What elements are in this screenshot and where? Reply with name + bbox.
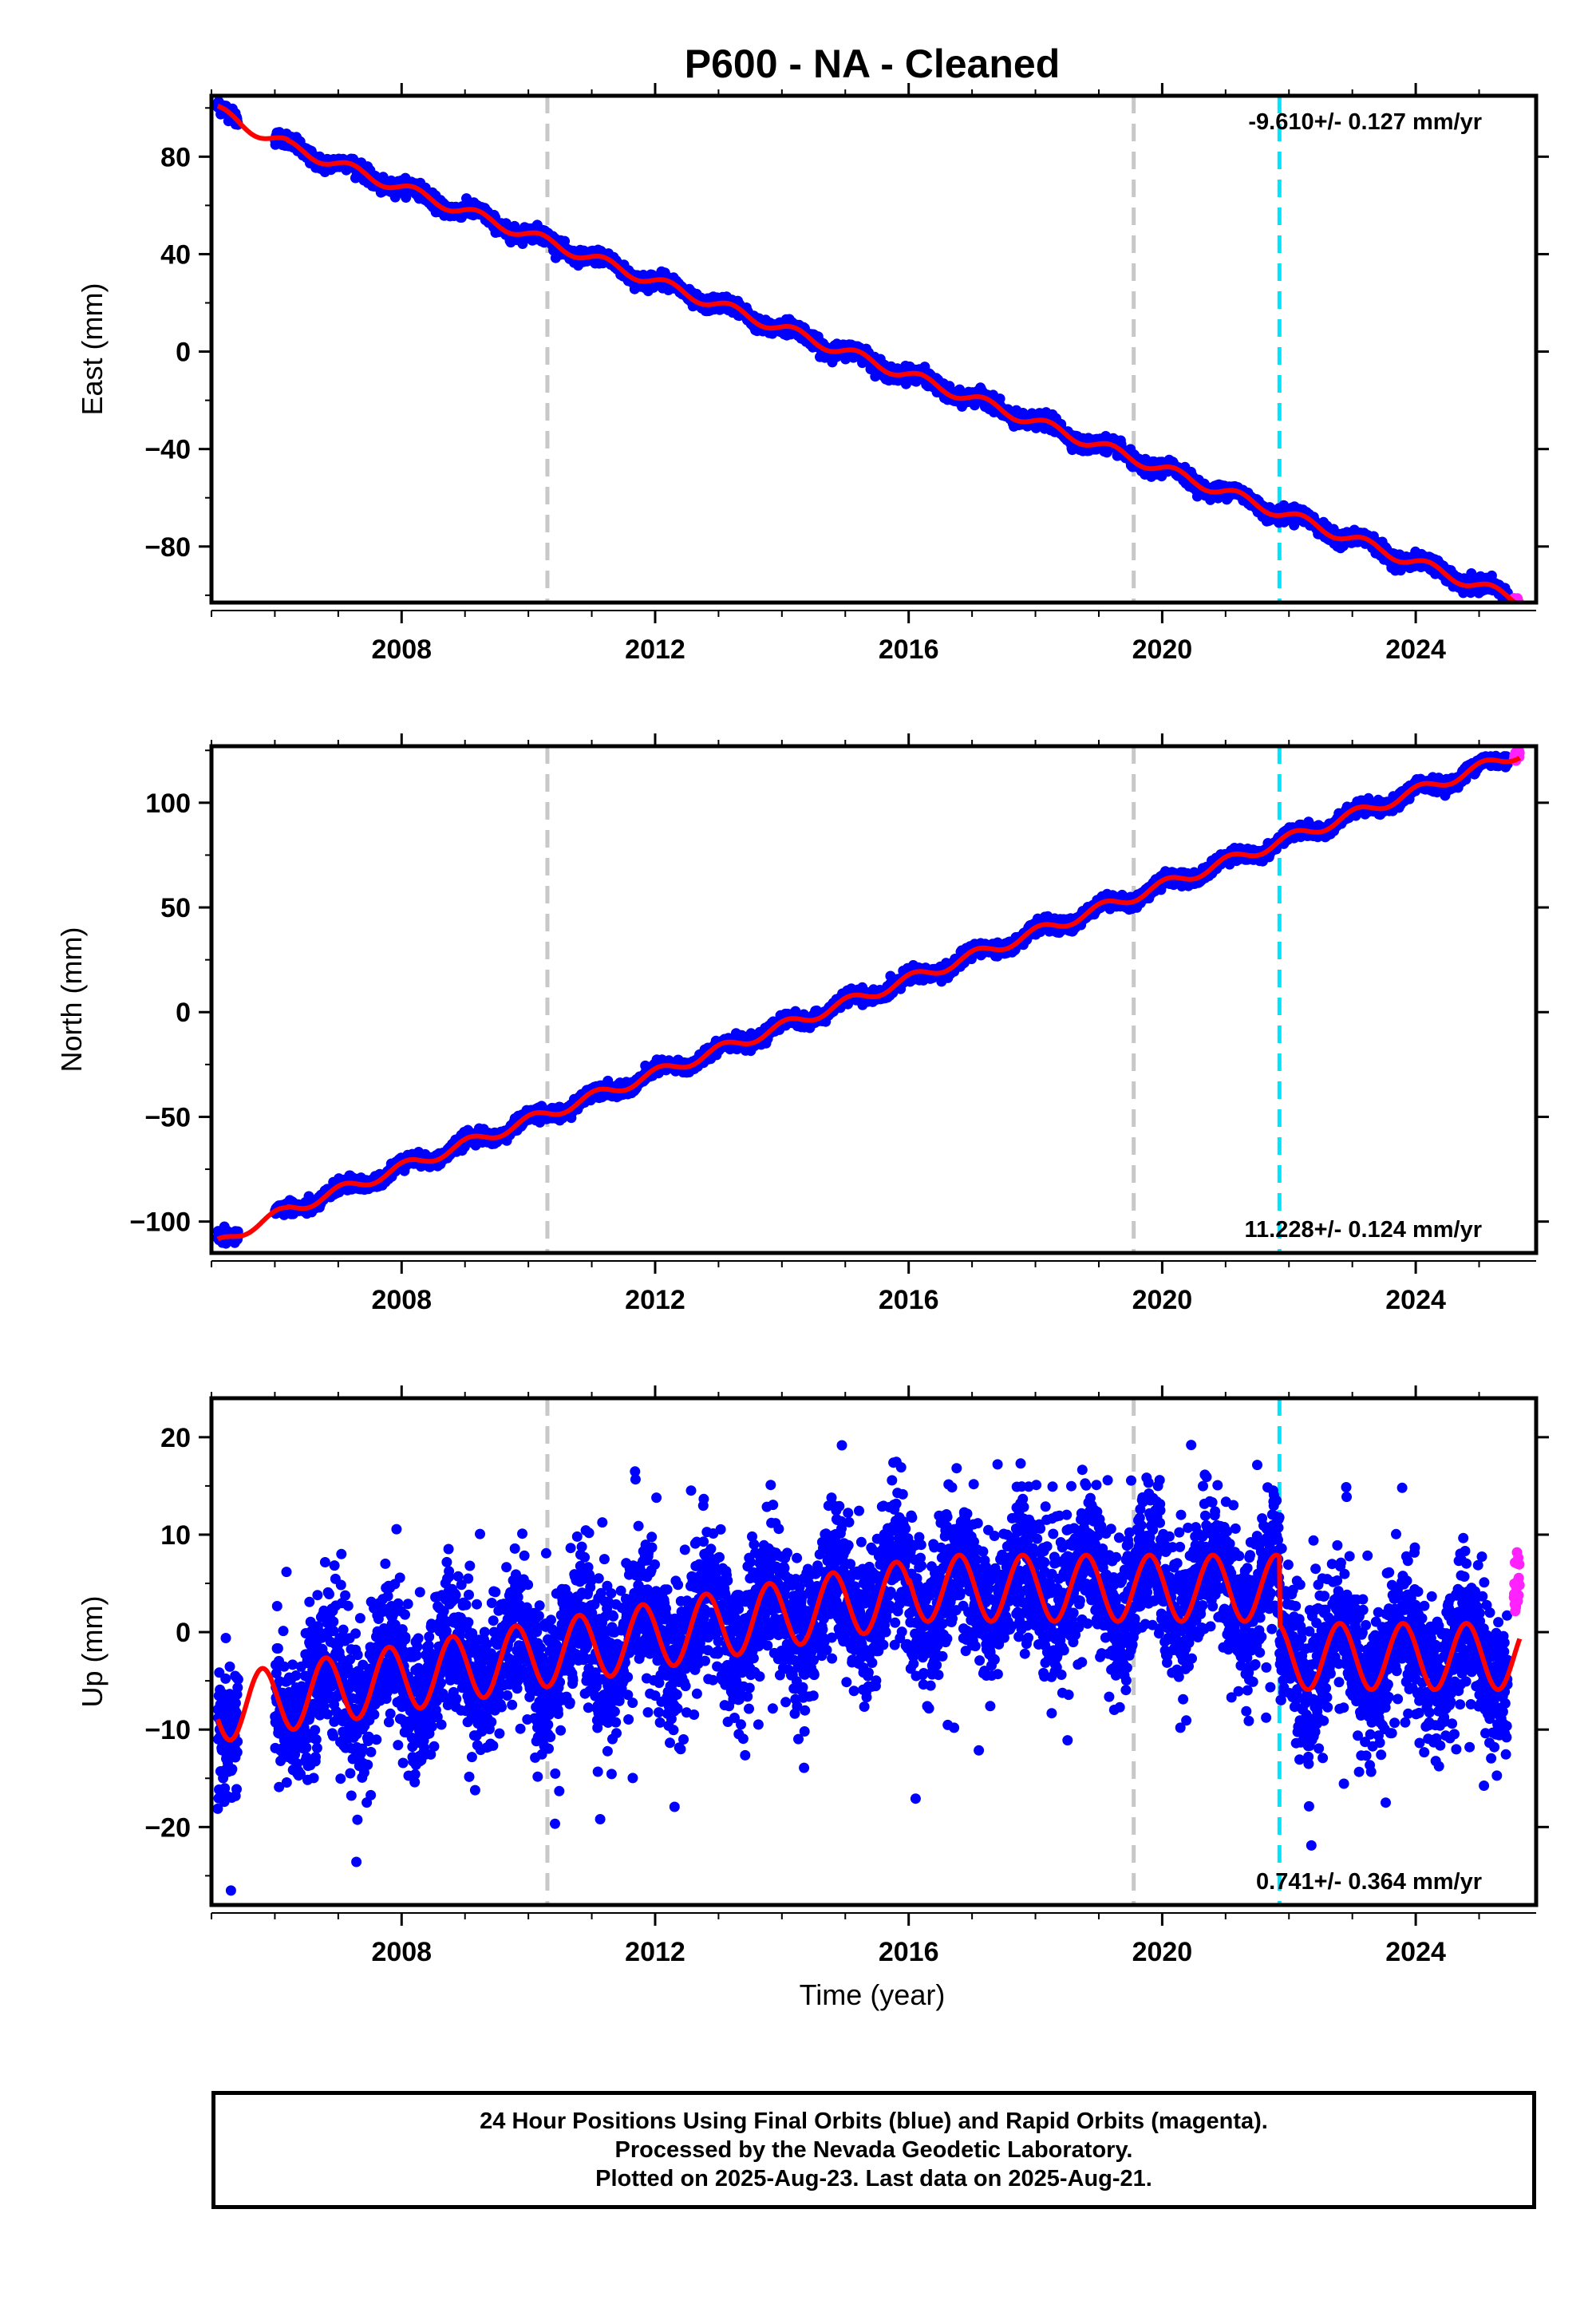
east-rapid-point (1513, 607, 1523, 617)
east-y-tick-label: 80 (160, 142, 191, 172)
chart-title: P600 - NA - Cleaned (685, 41, 1061, 86)
east-y-tick-label: −80 (144, 532, 191, 563)
east-y-tick-label: 0 (176, 338, 191, 368)
east-y-tick-label: −40 (144, 435, 191, 465)
east-data-point (559, 235, 571, 247)
east-y-axis-label: East (mm) (76, 283, 109, 416)
east-y-tick-label: 40 (160, 239, 191, 270)
east-panel: 80 40 0 −40 −80 2008 2012 2016 2020 2024 East (mm)… (76, 83, 1549, 665)
east-x-tick-label: 2012 (625, 634, 685, 665)
north-plot-area (212, 746, 1525, 1253)
east-plot-area (212, 96, 1525, 617)
east-x-tick-label: 2020 (1132, 634, 1193, 665)
east-x-tick-label: 2016 (879, 634, 939, 665)
north-final-orbit-points (212, 750, 1513, 1249)
east-x-tick-label: 2024 (1385, 634, 1446, 665)
east-x-tick-label: 2008 (371, 634, 432, 665)
east-rate-label: -9.610+/- 0.127 mm/yr (1248, 109, 1482, 135)
